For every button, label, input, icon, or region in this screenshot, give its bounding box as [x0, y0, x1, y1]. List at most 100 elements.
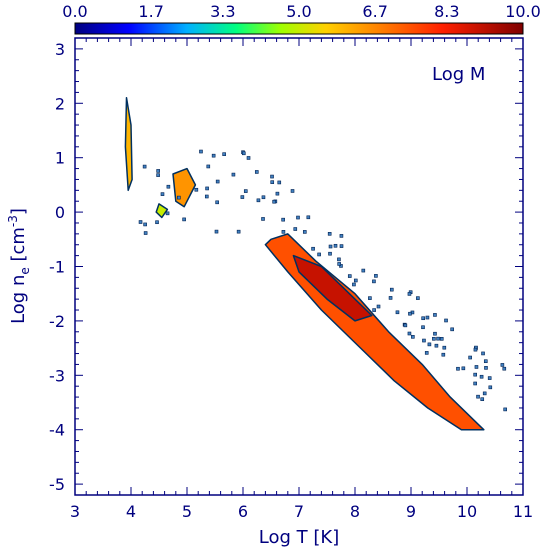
sparse-point: [439, 337, 444, 341]
sparse-point: [487, 376, 492, 380]
sparse-point: [427, 342, 432, 347]
sparse-point: [281, 217, 285, 222]
sparse-point: [433, 331, 437, 336]
sparse-point: [138, 220, 143, 224]
sparse-point: [281, 230, 286, 234]
y-tick-label: -1: [49, 258, 65, 277]
sparse-point: [165, 211, 170, 216]
sparse-point: [444, 318, 448, 323]
sparse-point: [500, 363, 505, 367]
sparse-point: [206, 164, 211, 169]
y-axis-title-prefix: Log n: [8, 275, 29, 324]
colorbar-tick-label: 5.0: [286, 2, 311, 21]
y-tick-label: -2: [49, 312, 65, 331]
sparse-point: [389, 287, 394, 292]
sparse-point: [231, 172, 236, 177]
sparse-point: [328, 251, 332, 256]
colorbar: 0.0 1.7 3.3 5.0 6.7 8.3 10.0: [62, 2, 541, 35]
sparse-point: [143, 231, 148, 235]
x-tick-label: 6: [238, 502, 248, 521]
sparse-point: [473, 347, 478, 352]
sparse-point: [241, 151, 246, 156]
sparse-point: [240, 195, 245, 199]
plot-area: 3 4 5 6 7 8 9 10 11 -5 -4 -3 -2 -1 0 1 2 3: [49, 37, 533, 521]
region-blob-a: [172, 167, 197, 208]
sparse-point: [333, 243, 338, 248]
sparse-point: [421, 316, 425, 321]
panel-label: Log M: [432, 64, 485, 85]
sparse-point: [199, 149, 203, 154]
x-tick-label: 9: [406, 502, 416, 521]
sparse-point: [337, 257, 341, 262]
sparse-point: [317, 252, 321, 257]
sparse-point: [275, 191, 280, 196]
sparse-point: [328, 244, 333, 249]
sparse-point: [277, 180, 282, 185]
sparse-point: [361, 268, 366, 273]
sparse-point: [160, 192, 165, 196]
sparse-point: [211, 153, 216, 158]
colorbar-tick-label: 3.3: [210, 2, 235, 21]
sparse-point: [337, 262, 341, 266]
region-ridge-core: [292, 254, 373, 322]
sparse-point: [256, 198, 261, 203]
sparse-point: [479, 374, 484, 379]
y-axis-ticks: -5 -4 -3 -2 -1 0 1 2 3: [49, 37, 523, 494]
y-tick-label: 3: [55, 40, 65, 59]
y-tick-label: 0: [55, 203, 65, 222]
x-tick-label: 4: [126, 502, 136, 521]
sparse-point: [270, 174, 274, 179]
sparse-point: [416, 296, 420, 300]
sparse-point: [436, 336, 440, 341]
colorbar-tick-label: 6.7: [362, 2, 387, 21]
sparse-point: [434, 343, 439, 348]
sparse-point: [236, 229, 241, 234]
sparse-point: [353, 278, 358, 283]
sparse-point: [347, 274, 352, 278]
x-tick-label: 10: [457, 502, 477, 521]
data-regions: [124, 97, 485, 431]
sparse-point: [484, 366, 488, 370]
sparse-point: [272, 199, 276, 204]
x-tick-label: 8: [350, 502, 360, 521]
sparse-point: [372, 308, 376, 312]
sparse-point: [502, 366, 507, 371]
sparse-point: [461, 366, 466, 371]
region-blob-b: [155, 203, 169, 219]
x-tick-label: 5: [182, 502, 192, 521]
sparse-point: [432, 336, 436, 341]
sparse-point: [374, 274, 378, 278]
sparse-point: [311, 246, 315, 251]
sparse-point: [177, 195, 181, 200]
y-tick-label: -5: [49, 475, 65, 494]
sparse-point: [468, 355, 472, 360]
x-tick-label: 11: [513, 502, 533, 521]
colorbar-gradient: [74, 22, 524, 35]
sparse-point: [222, 152, 226, 156]
sparse-point: [142, 164, 147, 169]
sparse-point: [422, 338, 426, 343]
y-axis-title: Log ne [cm-3]: [6, 208, 32, 324]
sparse-point: [296, 215, 300, 220]
sparse-point: [215, 179, 220, 184]
sparse-point: [473, 381, 477, 386]
sparse-point: [483, 359, 488, 364]
sparse-point: [143, 222, 147, 227]
sparse-point: [205, 186, 209, 191]
sparse-point: [352, 282, 356, 287]
sparse-point: [482, 391, 487, 396]
sparse-point: [254, 170, 259, 174]
sparse-point: [339, 234, 344, 238]
sparse-point: [261, 195, 266, 200]
sparse-point: [368, 296, 372, 300]
sparse-point: [156, 169, 160, 173]
sparse-point: [339, 244, 344, 248]
sparse-point: [215, 200, 219, 205]
sparse-point: [214, 229, 219, 234]
sparse-point: [155, 220, 159, 225]
sparse-point: [261, 217, 265, 221]
sparse-point: [433, 313, 437, 317]
sparse-point: [395, 310, 400, 315]
sparse-point: [388, 296, 393, 300]
sparse-point: [411, 335, 415, 339]
